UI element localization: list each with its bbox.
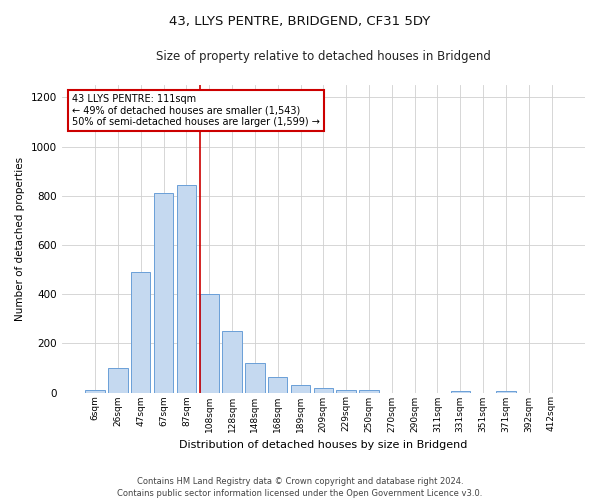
Y-axis label: Number of detached properties: Number of detached properties [15, 156, 25, 321]
Bar [291, 385, 310, 392]
Bar [268, 376, 287, 392]
Bar [85, 390, 105, 392]
Text: Contains HM Land Registry data © Crown copyright and database right 2024.
Contai: Contains HM Land Registry data © Crown c… [118, 476, 482, 498]
Bar [131, 272, 151, 392]
Text: 43, LLYS PENTRE, BRIDGEND, CF31 5DY: 43, LLYS PENTRE, BRIDGEND, CF31 5DY [169, 15, 431, 28]
Bar [223, 331, 242, 392]
Bar [154, 193, 173, 392]
Title: Size of property relative to detached houses in Bridgend: Size of property relative to detached ho… [156, 50, 491, 63]
X-axis label: Distribution of detached houses by size in Bridgend: Distribution of detached houses by size … [179, 440, 467, 450]
Bar [245, 363, 265, 392]
Bar [337, 390, 356, 392]
Bar [108, 368, 128, 392]
Bar [200, 294, 219, 392]
Text: 43 LLYS PENTRE: 111sqm
← 49% of detached houses are smaller (1,543)
50% of semi-: 43 LLYS PENTRE: 111sqm ← 49% of detached… [72, 94, 320, 128]
Bar [359, 390, 379, 392]
Bar [314, 388, 333, 392]
Bar [177, 184, 196, 392]
